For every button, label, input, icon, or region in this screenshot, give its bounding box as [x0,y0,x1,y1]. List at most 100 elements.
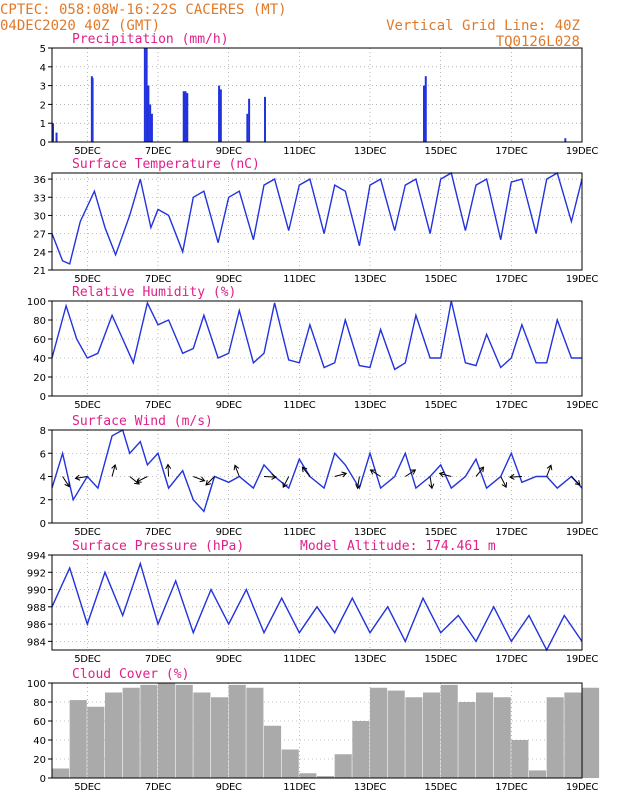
x-tick-label: 17DEC [495,146,528,157]
y-tick-label: 0 [40,519,46,530]
wind-arrow [301,466,311,477]
wind-arrowhead [341,471,348,478]
wind-arrow [234,465,240,477]
x-tick-label: 7DEC [145,146,171,157]
wind-arrowhead [438,471,445,478]
cloud-bar [122,687,140,778]
wind-arrow [475,466,484,477]
wind-arrowhead [165,463,172,470]
precip-bar [182,91,185,142]
y-tick-label: 30 [33,211,46,222]
cloud-bar [440,684,458,778]
y-tick-label: 0 [40,392,46,403]
wind-arrowhead [369,469,376,475]
precip-bar [143,48,146,142]
x-tick-label: 9DEC [216,527,242,538]
panel-3: Relative Humidity (%) 0 20 40 60 80 100 5DEC 7DE… [27,285,599,411]
wind-arrowhead [282,482,288,489]
precip-bar [248,98,251,142]
wind-arrowhead [205,480,212,486]
cloud-bar [87,706,105,778]
x-tick-label: 17DEC [495,400,528,411]
x-tick-label: 13DEC [354,400,387,411]
y-tick-label: 1 [40,119,46,130]
y-tick-label: 36 [33,175,46,186]
y-tick-label: 5 [40,44,46,55]
y-tick-label: 990 [27,586,46,597]
cloud-bar [211,697,229,778]
wind-arrow [136,476,148,483]
cloud-bar [458,702,476,778]
x-tick-label: 15DEC [425,146,458,157]
series-line [51,561,583,652]
wind-arrowhead [478,466,485,473]
precip-bar [219,89,222,142]
panel-5: Surface Pressure (hPa) 984 986 988 990 992 994… [27,539,599,665]
panel-1: Precipitation (mm/h) 0 1 2 3 4 5 5DEC 7DEC 9DEC 11… [40,32,599,157]
precip-bar [184,91,187,142]
y-tick-label: 60 [33,717,46,728]
x-tick-label: 5DEC [74,782,100,793]
x-tick-label: 13DEC [354,654,387,665]
wind-arrow [429,476,433,489]
wind-arrow [111,464,116,477]
cloud-bar [264,725,282,778]
cloud-bar [352,721,370,778]
x-tick-label: 9DEC [216,654,242,665]
wind-arrowhead [546,464,553,471]
x-tick-label: 7DEC [145,527,171,538]
precip-bar [246,113,249,142]
x-tick-label: 19DEC [566,654,599,665]
x-tick-label: 19DEC [566,527,599,538]
panel-title: Precipitation (mm/h) [72,32,229,47]
cloud-bar [52,768,70,778]
wind-arrow [546,465,552,477]
series-line [51,300,582,371]
wind-arrowhead [301,466,308,473]
wind-arrowhead [199,476,206,483]
y-tick-label: 4 [40,473,46,484]
y-tick-label: 4 [40,63,46,74]
wind-arrow [205,476,215,486]
panel-title: Surface Temperature (nC) [72,157,260,172]
header-date: 04DEC2020 40Z (GMT) [0,18,160,34]
precip-bar [55,132,58,142]
wind-arrow [405,469,416,477]
panel-frame [51,554,583,651]
panel-title: Surface Wind (m/s) [72,414,213,429]
y-tick-label: 40 [33,736,46,747]
wind-arrow [357,476,360,489]
header-station: CPTEC: 058:08W-16:22S CACERES (MT) [0,2,287,18]
x-tick-label: 17DEC [495,654,528,665]
x-tick-label: 9DEC [216,400,242,411]
series-line [51,428,583,513]
panel-title: Relative Humidity (%) [72,285,236,300]
wind-arrowhead [410,469,417,475]
wind-arrow [282,476,290,488]
precip-bar [564,138,567,142]
panel-title: Cloud Cover (%) [72,667,189,682]
wind-arrowhead [355,483,362,490]
wind-arrow [75,476,88,479]
x-tick-label: 19DEC [566,400,599,411]
wind-arrowhead [74,474,81,481]
x-tick-label: 7DEC [145,274,171,285]
cloud-bar [299,773,317,778]
panel-2: Surface Temperature (nC) 21 24 27 30 33 36 5DEC… [33,157,598,285]
cloud-bar [334,754,352,778]
wind-arrowhead [428,483,435,490]
x-tick-label: 11DEC [283,527,316,538]
cloud-bar [175,684,193,778]
cloud-bar [105,692,123,778]
x-tick-label: 11DEC [283,274,316,285]
wind-arrow [193,476,205,482]
y-tick-label: 984 [27,637,46,648]
panel-frame [51,429,583,524]
y-tick-label: 994 [27,551,46,562]
cloud-bar [529,770,547,778]
x-tick-label: 11DEC [283,654,316,665]
cloud-bar [193,692,211,778]
y-tick-label: 0 [40,774,46,785]
wind-arrowhead [233,464,240,471]
